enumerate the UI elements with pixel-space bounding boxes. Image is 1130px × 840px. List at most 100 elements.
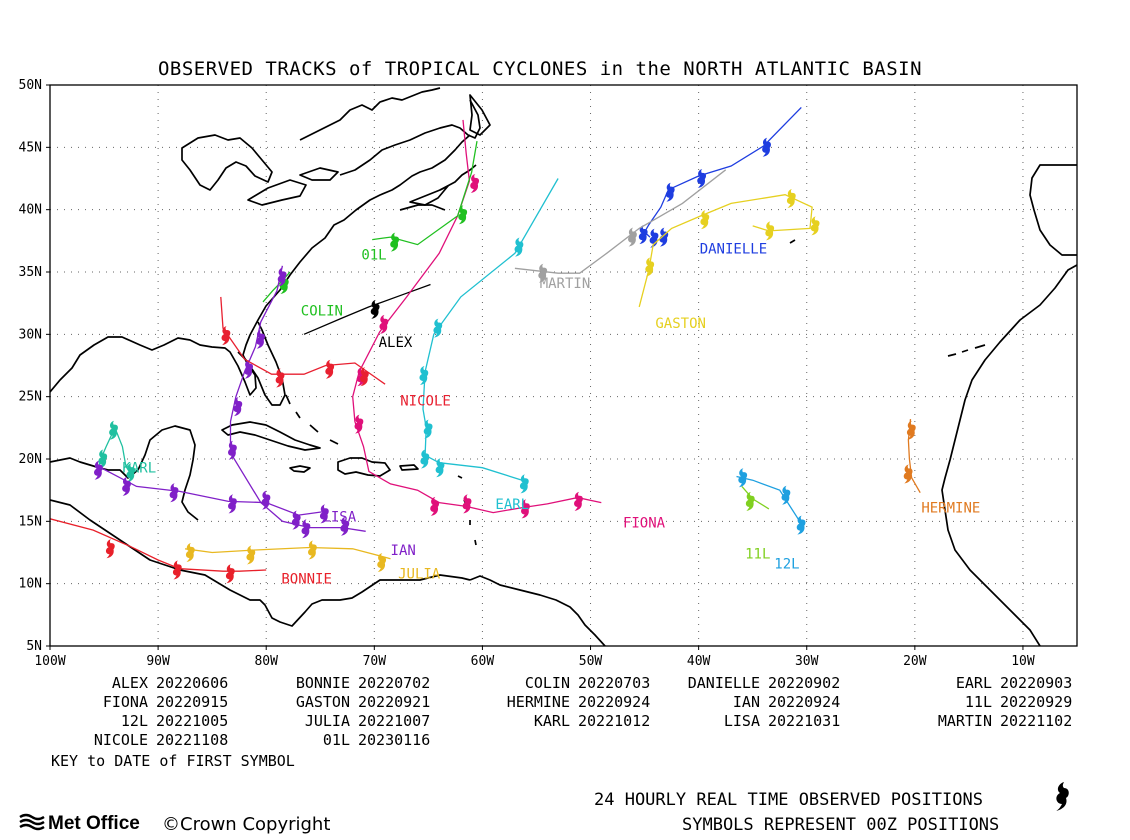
storm-track-alex — [303, 283, 431, 335]
storm-label-fiona: FIONA — [623, 516, 666, 532]
coastlines — [50, 87, 1077, 646]
lat-tick-label: 45N — [19, 140, 42, 155]
coastline-jamaica — [289, 465, 311, 473]
key-storm-date: 20220903 — [1000, 674, 1073, 692]
key-storm-date: 20221005 — [156, 712, 229, 730]
storm-track-lisa — [94, 460, 329, 530]
storm-position-symbol — [379, 314, 389, 334]
storm-position-symbol — [390, 232, 400, 252]
lat-tick-label: 25N — [19, 390, 42, 405]
storm-position-symbol — [628, 227, 637, 247]
logo-text: Met Office — [48, 813, 140, 834]
storm-position-symbol — [122, 476, 131, 496]
key-storm-date: 20221007 — [358, 712, 431, 730]
track-line — [303, 283, 431, 335]
storm-position-symbol — [420, 449, 430, 469]
key-storm-name: FIONA — [102, 693, 148, 711]
coastline-azores — [789, 239, 796, 244]
storm-track-bonnie — [50, 518, 267, 584]
coastline-canada — [299, 87, 481, 211]
coastline-south-america — [469, 575, 606, 646]
key-storm-date: 20221012 — [578, 712, 651, 730]
storm-label-karl: KARL — [122, 461, 156, 477]
storm-label-bonnie: BONNIE — [281, 572, 332, 588]
storm-position-symbol — [275, 368, 285, 388]
storm-label-nicole: NICOLE — [400, 393, 451, 409]
track-line — [50, 518, 267, 572]
lat-tick-label: 35N — [19, 265, 42, 280]
lon-tick-label: 40W — [687, 654, 711, 669]
key-storm-date: 20220702 — [358, 674, 431, 692]
coastline-florida — [237, 321, 286, 406]
key-storm-name: IAN — [732, 693, 760, 711]
lat-tick-label: 30N — [19, 327, 42, 342]
storm-track-danielle — [638, 106, 802, 248]
storm-position-symbol — [796, 515, 806, 535]
storm-labels: ALEX BONNIE COLIN DANIELLE EARL FIONA GASTON HE… — [122, 241, 980, 587]
track-line — [741, 485, 770, 510]
storm-position-symbol — [225, 564, 235, 584]
storm-label-lisa: LISA — [322, 509, 356, 525]
lon-tick-label: 10W — [1011, 654, 1035, 669]
storm-position-symbol — [462, 494, 472, 514]
storm-position-symbol — [354, 414, 364, 434]
key-storm-name: BONNIE — [295, 674, 350, 692]
coastline-yucatan — [50, 425, 199, 521]
track-line — [352, 119, 602, 514]
key-storm-date: 20220915 — [156, 693, 229, 711]
key-storm-date: 20221102 — [1000, 712, 1073, 730]
storm-position-symbol — [228, 494, 237, 514]
storm-position-symbol — [172, 560, 182, 580]
storm-position-symbol — [762, 137, 771, 157]
storm-label-martin: MARTIN — [540, 276, 591, 292]
storm-label-danielle: DANIELLE — [700, 241, 767, 257]
storm-position-symbol — [638, 225, 648, 245]
storm-track-ian — [228, 265, 366, 539]
storm-track-11l — [741, 485, 770, 511]
storm-position-symbol — [906, 420, 916, 440]
storm-position-symbol — [659, 227, 669, 247]
key-storm-date: 20221031 — [768, 712, 841, 730]
key-storm-date: 20220924 — [768, 693, 841, 711]
storm-position-symbol — [419, 366, 429, 385]
key-storm-name: 01L — [322, 731, 350, 749]
storm-position-symbol — [433, 318, 443, 338]
coastline-cuba — [221, 421, 321, 451]
storm-track-martin — [514, 169, 727, 283]
storm-position-symbol — [185, 543, 195, 562]
lat-tick-label: 10N — [19, 577, 42, 592]
coastline-africa — [941, 164, 1077, 646]
track-line — [185, 546, 391, 560]
track-line — [372, 140, 478, 246]
lon-tick-label: 60W — [471, 654, 495, 669]
storm-position-symbol — [700, 210, 710, 230]
storm-position-symbol — [738, 468, 748, 488]
storm-track-gaston — [638, 189, 820, 308]
key-storm-name: HERMINE — [506, 693, 570, 711]
storm-position-symbol — [109, 420, 118, 440]
copyright: ©Crown Copyright — [162, 814, 331, 835]
coastline-north-america — [50, 499, 471, 627]
key-storm-date: 20220606 — [156, 674, 229, 692]
storm-track-01l — [372, 140, 478, 252]
storm-position-symbol — [233, 397, 243, 417]
key-storm-name: GASTON — [295, 693, 350, 711]
storm-track-nicole — [220, 296, 386, 388]
storm-label-julia: JULIA — [398, 567, 441, 583]
met-office-waves-icon — [19, 813, 45, 831]
storm-position-symbol — [458, 205, 468, 225]
storm-track-karl — [96, 420, 137, 483]
key-storm-name: JULIA — [304, 712, 350, 730]
storm-position-symbol — [538, 263, 548, 283]
map-frame — [49, 84, 1078, 647]
key-storm-name: 12L — [120, 712, 148, 730]
key-storm-date: 20230116 — [358, 731, 431, 749]
coastline-puerto-rico — [399, 464, 419, 471]
coastline-canary-islands — [947, 344, 986, 357]
storm-position-symbol — [325, 359, 335, 379]
lon-tick-label: 20W — [903, 654, 927, 669]
lat-tick-label: 40N — [19, 203, 42, 218]
lon-tick-label: 50W — [579, 654, 603, 669]
storm-position-symbol — [98, 449, 108, 469]
